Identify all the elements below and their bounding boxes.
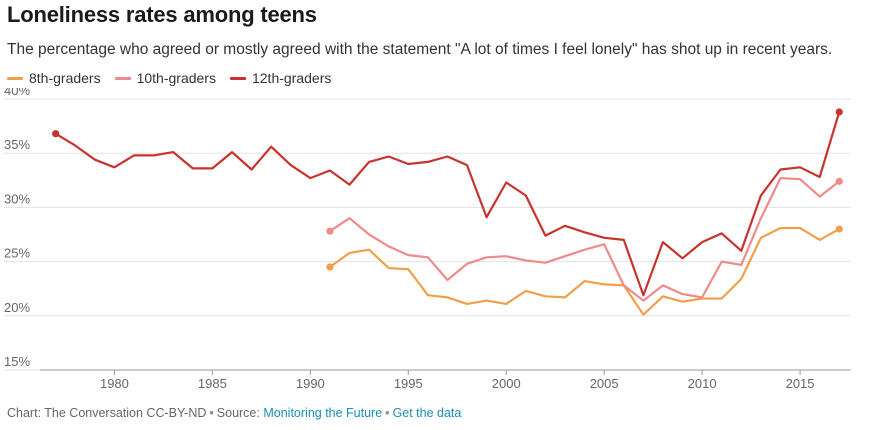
legend-item-12th-graders: 12th-graders	[229, 70, 332, 86]
y-tick-label: 40%	[4, 88, 30, 98]
series-line-8th-graders	[328, 226, 841, 316]
x-tick-label: 1985	[198, 376, 227, 388]
x-tick-label: 1990	[296, 376, 325, 388]
line-chart: 15% 20% 25% 30% 35% 40% 1980 1985 1990 1995 2000 20…	[4, 88, 851, 388]
footer-separator: •	[385, 406, 390, 420]
legend-label-12th-graders: 12th-graders	[251, 70, 332, 86]
series-point-12th-graders	[52, 130, 60, 138]
chart-subtitle: The percentage who agreed or mostly agre…	[7, 41, 833, 58]
series-point-8th-graders	[326, 263, 334, 271]
source-link[interactable]: Monitoring the Future	[263, 406, 383, 420]
x-tick-label: 1980	[100, 376, 129, 388]
x-tick-label: 1995	[394, 376, 423, 388]
chart-footer: Chart: The Conversation CC-BY-ND • Source:…	[7, 406, 461, 420]
legend-swatch-12th-graders	[229, 76, 246, 80]
x-tick-label: 2005	[590, 376, 619, 388]
legend-swatch-8th-graders	[7, 76, 23, 80]
y-tick-label: 30%	[4, 191, 30, 206]
legend-swatch-10th-graders	[114, 76, 131, 80]
y-tick-label: 25%	[4, 246, 30, 261]
chart-title: Loneliness rates among teens	[7, 2, 317, 27]
footer-credit: Chart: The Conversation CC-BY-ND	[7, 406, 207, 420]
y-tick-label: 15%	[4, 354, 30, 369]
series-point-10th-graders	[835, 177, 843, 185]
legend-label-10th-graders: 10th-graders	[136, 70, 216, 86]
footer-source-prefix: Source:	[216, 406, 260, 420]
y-tick-label: 35%	[4, 137, 30, 152]
series-point-12th-graders	[835, 108, 843, 116]
legend-item-10th-graders: 10th-graders	[114, 70, 216, 86]
series-point-8th-graders	[835, 225, 843, 233]
series-line-12th-graders	[54, 110, 841, 297]
footer-separator: •	[209, 406, 214, 420]
x-tick-label: 2015	[786, 376, 815, 388]
x-tick-label: 2010	[688, 376, 717, 388]
y-tick-label: 20%	[4, 300, 30, 315]
series-point-10th-graders	[326, 227, 334, 235]
legend-item-8th-graders: 8th-graders	[7, 70, 101, 86]
series-line-10th-graders	[328, 176, 841, 302]
get-data-link[interactable]: Get the data	[392, 406, 462, 420]
x-tick-label: 2000	[492, 376, 521, 388]
legend-label-8th-graders: 8th-graders	[29, 70, 101, 86]
chart-legend: 8th-graders 10th-graders 12th-graders	[7, 70, 345, 86]
